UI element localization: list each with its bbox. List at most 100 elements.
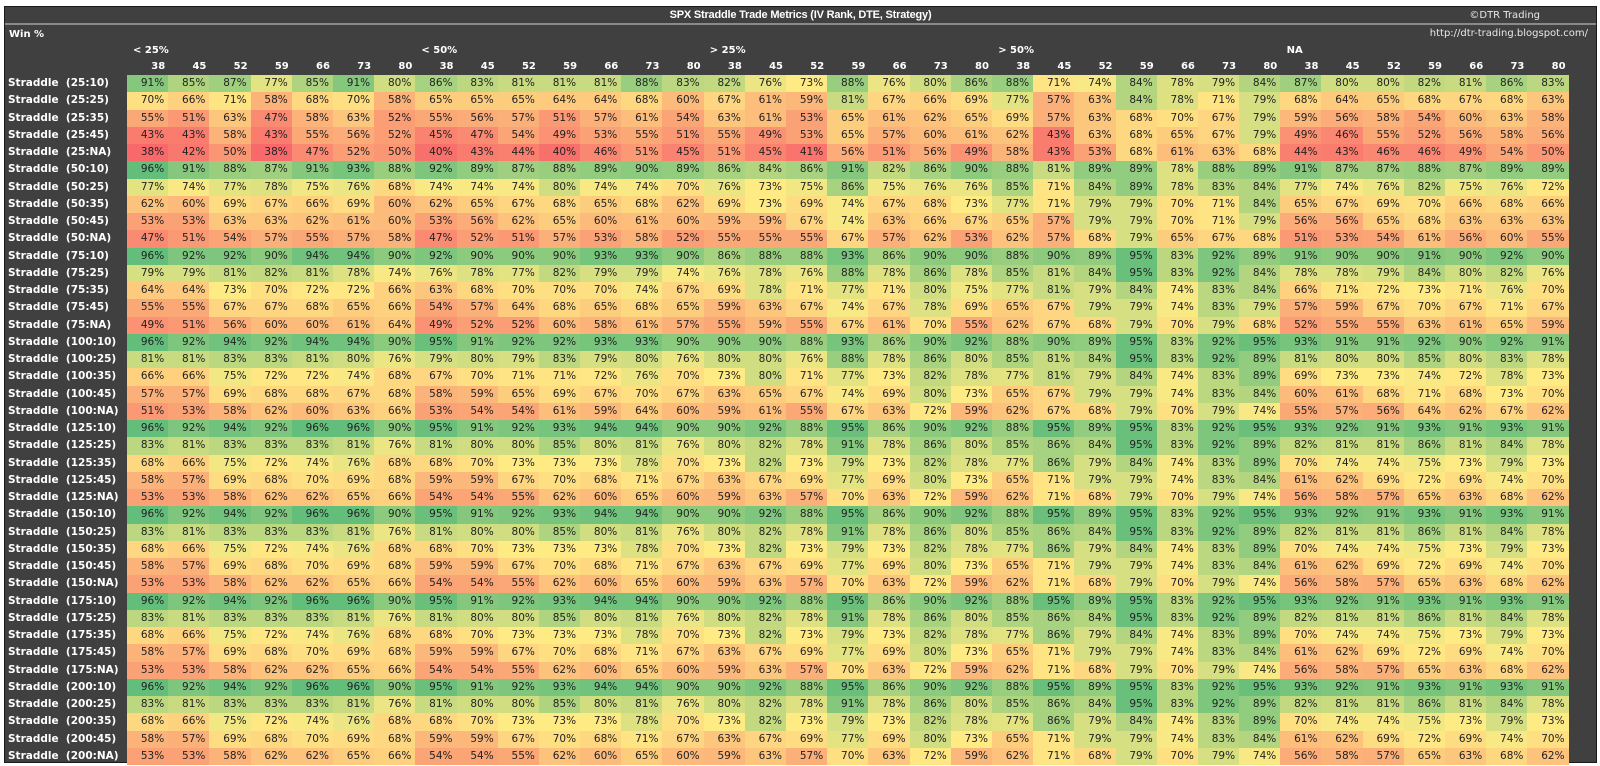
heatmap-cell[interactable]: 70% — [1403, 195, 1445, 213]
heatmap-cell[interactable]: 72% — [1527, 178, 1569, 196]
heatmap-cell[interactable]: 64% — [621, 402, 663, 420]
heatmap-cell[interactable]: 80% — [621, 351, 663, 369]
heatmap-cell[interactable]: 83% — [1197, 385, 1240, 403]
heatmap-cell[interactable]: 86% — [703, 161, 745, 179]
heatmap-cell[interactable]: 76% — [621, 368, 663, 386]
heatmap-cell[interactable]: 79% — [1115, 213, 1157, 231]
heatmap-cell[interactable]: 91% — [456, 592, 498, 610]
heatmap-cell[interactable]: 68% — [621, 195, 663, 213]
heatmap-cell[interactable]: 73% — [1527, 627, 1569, 645]
heatmap-cell[interactable]: 86% — [1033, 454, 1075, 472]
heatmap-cell[interactable]: 83% — [1197, 558, 1240, 576]
heatmap-cell[interactable]: 73% — [1362, 368, 1404, 386]
heatmap-cell[interactable]: 57% — [168, 385, 210, 403]
heatmap-cell[interactable]: 89% — [1239, 627, 1281, 645]
heatmap-cell[interactable]: 80% — [703, 351, 745, 369]
heatmap-cell[interactable]: 79% — [1115, 644, 1157, 662]
heatmap-cell[interactable]: 65% — [580, 299, 622, 317]
heatmap-cell[interactable]: 92% — [497, 592, 539, 610]
heatmap-cell[interactable]: 43% — [1033, 126, 1075, 144]
heatmap-cell[interactable]: 93% — [1486, 506, 1528, 524]
heatmap-cell[interactable]: 56% — [1321, 109, 1363, 127]
heatmap-cell[interactable]: 70% — [1527, 282, 1569, 300]
heatmap-cell[interactable]: 79% — [1239, 126, 1281, 144]
heatmap-cell[interactable]: 67% — [868, 92, 910, 110]
heatmap-cell[interactable]: 90% — [703, 506, 745, 524]
heatmap-cell[interactable]: 68% — [127, 540, 169, 558]
heatmap-cell[interactable]: 65% — [621, 489, 663, 507]
heatmap-cell[interactable]: 58% — [209, 489, 251, 507]
heatmap-cell[interactable]: 78% — [868, 609, 910, 627]
heatmap-cell[interactable]: 96% — [332, 678, 375, 696]
heatmap-cell[interactable]: 91% — [827, 523, 869, 541]
heatmap-cell[interactable]: 56% — [1321, 213, 1363, 231]
heatmap-cell[interactable]: 78% — [950, 264, 992, 282]
heatmap-cell[interactable]: 84% — [1239, 730, 1281, 748]
heatmap-cell[interactable]: 83% — [291, 523, 333, 541]
heatmap-cell[interactable]: 83% — [662, 75, 704, 93]
heatmap-cell[interactable]: 51% — [168, 109, 210, 127]
heatmap-cell[interactable]: 85% — [1403, 351, 1445, 369]
heatmap-cell[interactable]: 65% — [580, 195, 622, 213]
heatmap-cell[interactable]: 72% — [291, 282, 333, 300]
heatmap-cell[interactable]: 70% — [456, 713, 498, 731]
heatmap-cell[interactable]: 55% — [744, 230, 786, 248]
heatmap-cell[interactable]: 70% — [291, 730, 333, 748]
heatmap-cell[interactable]: 81% — [332, 523, 375, 541]
heatmap-cell[interactable]: 81% — [415, 437, 457, 455]
heatmap-cell[interactable]: 61% — [868, 109, 910, 127]
heatmap-cell[interactable]: 89% — [1115, 178, 1157, 196]
heatmap-cell[interactable]: 80% — [909, 471, 951, 489]
heatmap-cell[interactable]: 62% — [250, 661, 292, 679]
heatmap-cell[interactable]: 76% — [662, 696, 704, 714]
heatmap-cell[interactable]: 63% — [332, 109, 375, 127]
heatmap-cell[interactable]: 94% — [291, 333, 333, 351]
heatmap-cell[interactable]: 92% — [1486, 333, 1528, 351]
heatmap-cell[interactable]: 73% — [703, 627, 745, 645]
heatmap-cell[interactable]: 84% — [1239, 195, 1281, 213]
heatmap-cell[interactable]: 77% — [991, 540, 1034, 558]
heatmap-cell[interactable]: 79% — [1115, 402, 1157, 420]
heatmap-cell[interactable]: 95% — [827, 420, 869, 438]
heatmap-cell[interactable]: 50% — [1527, 144, 1569, 162]
heatmap-cell[interactable]: 86% — [868, 247, 910, 265]
heatmap-cell[interactable]: 83% — [1156, 523, 1198, 541]
heatmap-cell[interactable]: 56% — [209, 316, 251, 334]
heatmap-cell[interactable]: 75% — [1403, 713, 1445, 731]
heatmap-cell[interactable]: 80% — [950, 437, 992, 455]
heatmap-cell[interactable]: 68% — [127, 627, 169, 645]
heatmap-cell[interactable]: 70% — [1156, 575, 1198, 593]
heatmap-cell[interactable]: 67% — [209, 299, 251, 317]
heatmap-cell[interactable]: 67% — [497, 644, 539, 662]
heatmap-cell[interactable]: 75% — [1403, 540, 1445, 558]
heatmap-cell[interactable]: 65% — [1403, 575, 1445, 593]
heatmap-cell[interactable]: 74% — [1321, 713, 1363, 731]
heatmap-cell[interactable]: 89% — [1074, 678, 1116, 696]
heatmap-cell[interactable]: 84% — [1115, 75, 1157, 93]
heatmap-cell[interactable]: 96% — [127, 161, 169, 179]
heatmap-cell[interactable]: 54% — [1486, 144, 1528, 162]
heatmap-cell[interactable]: 84% — [1486, 523, 1528, 541]
heatmap-cell[interactable]: 64% — [497, 299, 539, 317]
heatmap-cell[interactable]: 95% — [1239, 592, 1281, 610]
heatmap-cell[interactable]: 54% — [209, 230, 251, 248]
heatmap-cell[interactable]: 59% — [950, 661, 992, 679]
heatmap-cell[interactable]: 95% — [1239, 678, 1281, 696]
heatmap-cell[interactable]: 79% — [1115, 730, 1157, 748]
heatmap-cell[interactable]: 58% — [1321, 661, 1363, 679]
heatmap-cell[interactable]: 52% — [332, 144, 375, 162]
heatmap-cell[interactable]: 55% — [127, 299, 169, 317]
heatmap-cell[interactable]: 92% — [250, 333, 292, 351]
heatmap-cell[interactable]: 80% — [456, 351, 498, 369]
heatmap-cell[interactable]: 67% — [662, 730, 704, 748]
heatmap-cell[interactable]: 45% — [415, 126, 457, 144]
heatmap-cell[interactable]: 68% — [1239, 230, 1281, 248]
heatmap-cell[interactable]: 78% — [332, 264, 375, 282]
heatmap-cell[interactable]: 94% — [332, 247, 375, 265]
heatmap-cell[interactable]: 76% — [374, 437, 416, 455]
heatmap-cell[interactable]: 67% — [1321, 195, 1363, 213]
heatmap-cell[interactable]: 89% — [1239, 523, 1281, 541]
heatmap-cell[interactable]: 71% — [1197, 92, 1240, 110]
heatmap-cell[interactable]: 83% — [1486, 351, 1528, 369]
heatmap-cell[interactable]: 76% — [703, 178, 745, 196]
